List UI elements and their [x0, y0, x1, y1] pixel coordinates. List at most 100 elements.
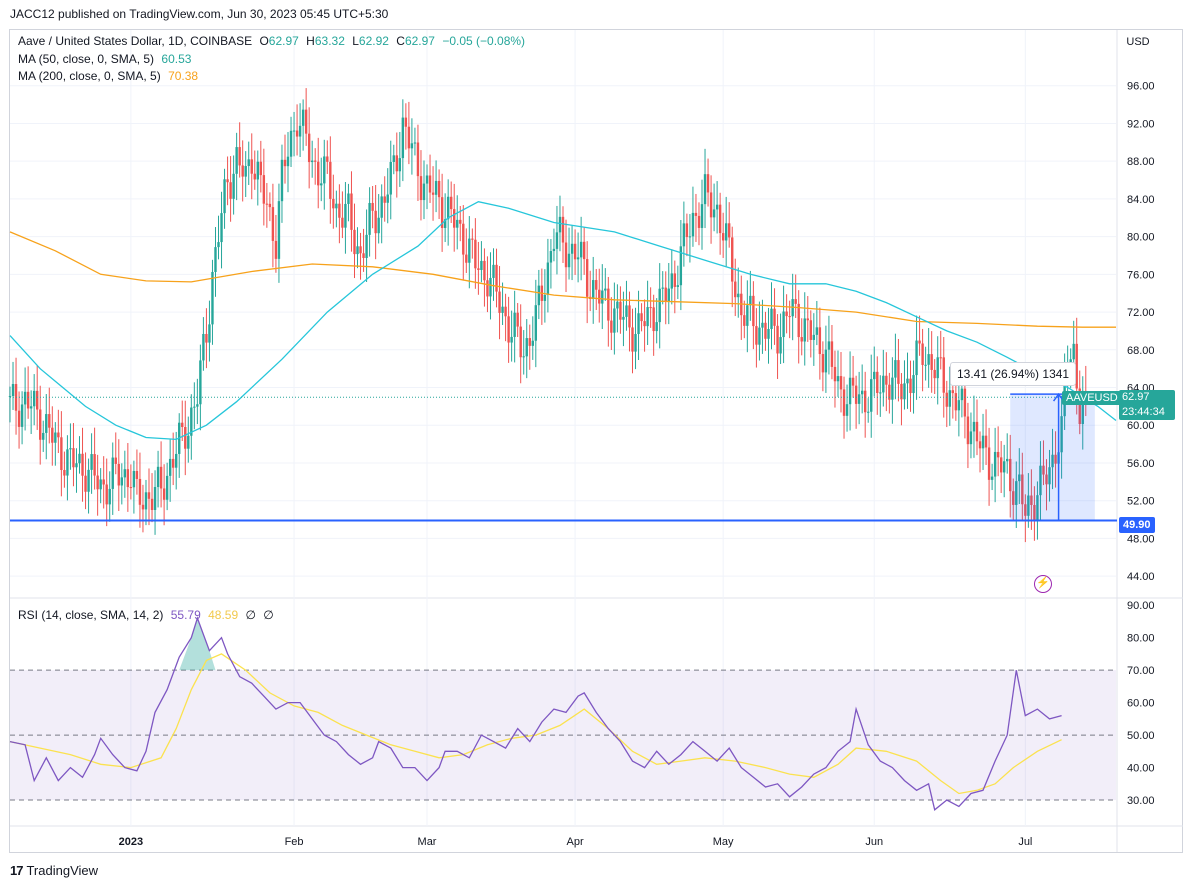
legend-rsi-value: 55.79 — [170, 608, 201, 622]
candle-body — [153, 487, 157, 510]
candle-body — [519, 326, 522, 358]
candle-body — [1015, 481, 1018, 505]
candle-body — [434, 180, 438, 195]
candle-body — [449, 196, 453, 210]
candle-body — [643, 321, 646, 327]
candle-body — [474, 239, 477, 269]
currency-selector[interactable]: USD — [1126, 36, 1150, 48]
candle-body — [114, 457, 117, 464]
candle-body — [613, 308, 616, 333]
candle-body — [108, 488, 111, 505]
candle-body — [537, 285, 541, 306]
candle-body — [903, 383, 906, 400]
candle-body — [918, 340, 921, 344]
legend-l-label: L — [352, 34, 359, 48]
candle-body — [17, 410, 21, 427]
candle-body — [876, 371, 879, 393]
legend-ma200-value: 70.38 — [168, 69, 199, 83]
candle-body — [504, 306, 507, 317]
candle-body — [767, 328, 770, 339]
candle-body — [595, 280, 598, 290]
candle-body — [1024, 504, 1027, 516]
candle-body — [105, 484, 108, 505]
candle-body — [1009, 458, 1012, 492]
candle-body — [259, 161, 263, 176]
last-price-tag: 62.97 23:44:34 — [1119, 390, 1175, 420]
candle-body — [1018, 474, 1021, 482]
time-tick-label: May — [713, 836, 734, 848]
measure-label: 13.41 (26.94%) 1341 — [950, 362, 1077, 386]
candle-body — [582, 241, 586, 260]
candle-body — [93, 454, 96, 476]
candle-body — [126, 469, 130, 488]
candle-body — [927, 354, 930, 365]
legend-rsi-row: RSI (14, close, SMA, 14, 2) 55.79 48.59 … — [18, 608, 278, 622]
candle-body — [794, 299, 797, 304]
candle-body — [522, 356, 525, 358]
candle-body — [1054, 454, 1057, 464]
candle-body — [646, 307, 649, 327]
candle-body — [507, 316, 510, 343]
candle-body — [238, 147, 241, 166]
candle-body — [945, 392, 948, 407]
candle-body — [81, 453, 84, 476]
price-tick-label: 68.00 — [1127, 345, 1155, 357]
candle-body — [957, 400, 961, 411]
candle-body — [486, 280, 489, 297]
lightning-icon[interactable]: ⚡ — [1034, 575, 1052, 593]
legend-rsi-extra-1: ∅ — [245, 608, 256, 622]
candle-body — [229, 182, 232, 199]
candle-body — [851, 377, 855, 386]
publisher-line: JACC12 published on TradingView.com, Jun… — [10, 7, 389, 21]
candle-body — [558, 216, 562, 233]
candle-body — [987, 447, 991, 480]
candle-body — [141, 504, 145, 510]
candle-body — [1021, 474, 1024, 505]
candle-body — [431, 192, 435, 195]
candle-body — [256, 161, 259, 180]
candle-body — [543, 294, 547, 301]
candle-body — [23, 391, 27, 405]
candle-body — [906, 378, 909, 384]
candle-body — [471, 238, 474, 240]
candle-body — [628, 305, 631, 328]
candle-body — [332, 198, 335, 209]
price-tick-label: 48.00 — [1127, 533, 1155, 545]
candle-body — [298, 125, 302, 137]
candle-body — [728, 223, 731, 238]
candle-body — [879, 392, 882, 394]
candle-body — [129, 487, 133, 489]
candle-body — [419, 176, 423, 201]
price-tick-label: 80.00 — [1127, 232, 1155, 244]
candle-body — [57, 432, 60, 438]
candle-body — [555, 232, 559, 249]
candle-body — [208, 324, 211, 343]
candle-body — [247, 159, 250, 167]
candle-body — [592, 280, 595, 299]
candle-body — [516, 312, 519, 327]
candle-body — [576, 257, 580, 260]
candle-body — [652, 307, 655, 332]
candle-body — [830, 341, 834, 367]
candle-body — [833, 366, 837, 382]
candle-body — [353, 229, 356, 255]
candle-body — [356, 246, 359, 255]
candle-body — [425, 175, 429, 184]
candle-body — [909, 378, 912, 394]
ma50-line — [9, 201, 1117, 441]
candle-body — [335, 203, 338, 209]
candle-body — [930, 354, 933, 370]
candle-body — [525, 338, 528, 357]
candle-body — [404, 117, 408, 127]
candle-body — [882, 375, 885, 393]
legend-ma50-label: MA (50, close, 0, SMA, 5) — [18, 52, 155, 66]
candle-body — [48, 414, 51, 428]
candle-body — [827, 341, 831, 350]
candle-body — [480, 260, 483, 270]
candle-body — [99, 479, 102, 490]
rsi-line — [9, 616, 1062, 811]
candle-body — [35, 390, 39, 410]
price-tick-label: 88.00 — [1127, 156, 1155, 168]
candle-body — [66, 449, 69, 476]
